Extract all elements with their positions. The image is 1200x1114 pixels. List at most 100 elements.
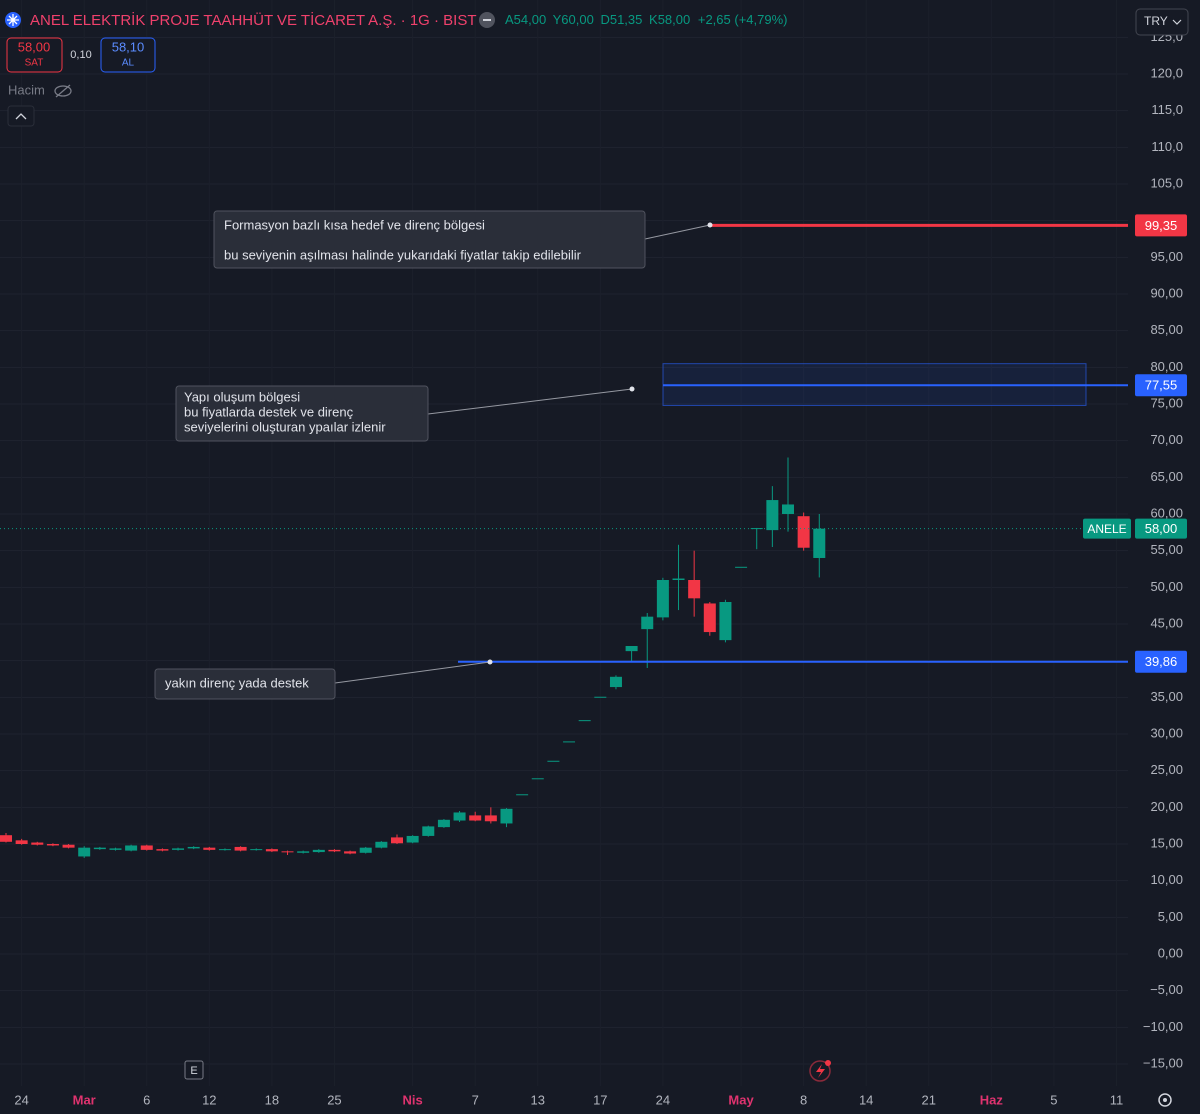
x-tick-label: 24: [14, 1092, 28, 1107]
dividends-glyph: [816, 1064, 825, 1078]
annotation: Formasyon bazlı kısa hedef ve direnç böl…: [213, 210, 646, 269]
candle-body: [62, 844, 75, 848]
candle-body: [782, 504, 794, 514]
settings-button[interactable]: [1158, 1093, 1172, 1107]
candle-body: [281, 851, 294, 853]
candle-body: [250, 849, 263, 851]
marks-layer: [0, 223, 1128, 858]
grid: [0, 36, 1128, 1065]
x-tick-label: 25: [327, 1092, 341, 1107]
y-tick-label: 5,00: [1158, 909, 1183, 924]
level-label: 39,86: [1145, 654, 1178, 669]
candle-body: [0, 835, 12, 842]
x-tick-label: Haz: [980, 1092, 1004, 1107]
x-tick-label: Mar: [73, 1092, 96, 1107]
y-tick-label: 30,00: [1150, 725, 1183, 740]
candle-body: [656, 579, 669, 618]
y-tick-label: 115,0: [1151, 102, 1183, 117]
candle-body: [484, 815, 497, 822]
anchor-dot: [629, 386, 635, 392]
candle-body: [719, 601, 732, 641]
annotation: yakın direnç yada destek: [154, 668, 336, 700]
annotation-box: [213, 210, 646, 269]
candle-body: [265, 849, 278, 852]
currency-button[interactable]: [1135, 8, 1189, 36]
y-tick-label: 60,00: [1150, 505, 1183, 520]
candle-body: [735, 566, 748, 568]
candle-body: [547, 760, 560, 762]
x-tick-label: 8: [800, 1092, 807, 1107]
candle-body: [46, 843, 59, 846]
y-tick-label: 70,00: [1150, 432, 1183, 447]
settings-glyph: [1163, 1098, 1167, 1102]
collapse-button[interactable]: [7, 105, 35, 127]
annotation-text: seviyelerini oluşturan ypaılar izlenir: [184, 419, 386, 434]
y-tick-label: 90,00: [1150, 285, 1183, 300]
buy-button[interactable]: [100, 37, 156, 73]
anchor-dot: [707, 222, 713, 228]
volume-label[interactable]: Hacim: [8, 82, 45, 97]
x-tick-label: 11: [1110, 1092, 1124, 1107]
candle-body: [422, 826, 435, 836]
y-tick-label: 55,00: [1150, 542, 1183, 557]
level-label-box: [1135, 374, 1187, 397]
events-label: E: [190, 1065, 197, 1077]
ohlc-key: D: [600, 12, 609, 27]
sell-label: SAT: [25, 58, 44, 69]
connector: [334, 661, 491, 684]
candle-body: [766, 500, 779, 531]
y-tick-label: 95,00: [1150, 249, 1183, 264]
y-tick-label: 20,00: [1150, 799, 1183, 814]
collapse-glyph: [15, 113, 27, 120]
candle-body: [234, 846, 247, 851]
connector: [427, 388, 633, 415]
last-price-label: 58,00: [1145, 521, 1178, 536]
x-tick-label: Nis: [403, 1092, 423, 1107]
x-tick-label: 13: [531, 1092, 545, 1107]
candle-body: [203, 847, 216, 850]
logo-glyph: [7, 14, 19, 26]
y-tick-label: 50,00: [1150, 579, 1183, 594]
candle-body: [453, 812, 466, 821]
events-button[interactable]: [184, 1060, 204, 1080]
candle-body: [813, 528, 826, 558]
candle-body: [672, 578, 685, 580]
candle-body: [578, 720, 591, 722]
annotation-text: bu fiyatlarda destek ve direnç: [184, 404, 354, 419]
annotation: Yapı oluşum bölgesi bu fiyatlarda destek…: [175, 385, 429, 442]
candle-body: [93, 847, 106, 850]
y-tick-label: −15,00: [1143, 1055, 1183, 1070]
axis-layer: −15,00 −10,00 −5,00 0,00 5,00 10,00 15,00 20,00…: [14, 29, 1183, 1108]
candle-body: [563, 741, 576, 743]
y-tick-label: 45,00: [1150, 615, 1183, 630]
visibility-icon[interactable]: [54, 85, 72, 97]
candle-body: [125, 845, 138, 851]
sell-button[interactable]: [6, 37, 63, 73]
ohlc-value: 51,35: [610, 12, 643, 27]
candle-body: [140, 845, 153, 850]
candle-body: [609, 676, 622, 688]
y-tick-label: 65,00: [1150, 469, 1183, 484]
candle-body: [391, 837, 403, 844]
candle-body: [312, 849, 325, 853]
y-tick-label: 15,00: [1150, 835, 1183, 850]
level-label-box: [1135, 214, 1187, 237]
level-label: 99,35: [1145, 218, 1178, 233]
symbol-label: ANELE: [1087, 522, 1126, 536]
ohlc-key: A: [505, 12, 514, 27]
y-tick-label: 120,0: [1150, 65, 1183, 80]
currency: TRY: [1144, 14, 1168, 28]
candle-body: [625, 645, 638, 652]
spread: 0,10: [70, 49, 91, 61]
symbol-title[interactable]: ANEL ELEKTRİK PROJE TAAHHÜT VE TİCARET A…: [30, 11, 477, 29]
candle-body: [78, 847, 91, 857]
connector: [644, 224, 711, 240]
ohlc-value: 60,00: [561, 12, 594, 27]
ohlc-key: K: [649, 12, 658, 27]
ohlc-values: A54,00 Y60,00 D51,35 K58,00 +2,65 (+4,79…: [505, 12, 787, 27]
level-label: 77,55: [1145, 378, 1178, 393]
y-tick-label: 25,00: [1150, 762, 1183, 777]
annotation-text: Yapı oluşum bölgesi: [184, 389, 300, 404]
y-tick-label: 110,0: [1151, 139, 1183, 154]
